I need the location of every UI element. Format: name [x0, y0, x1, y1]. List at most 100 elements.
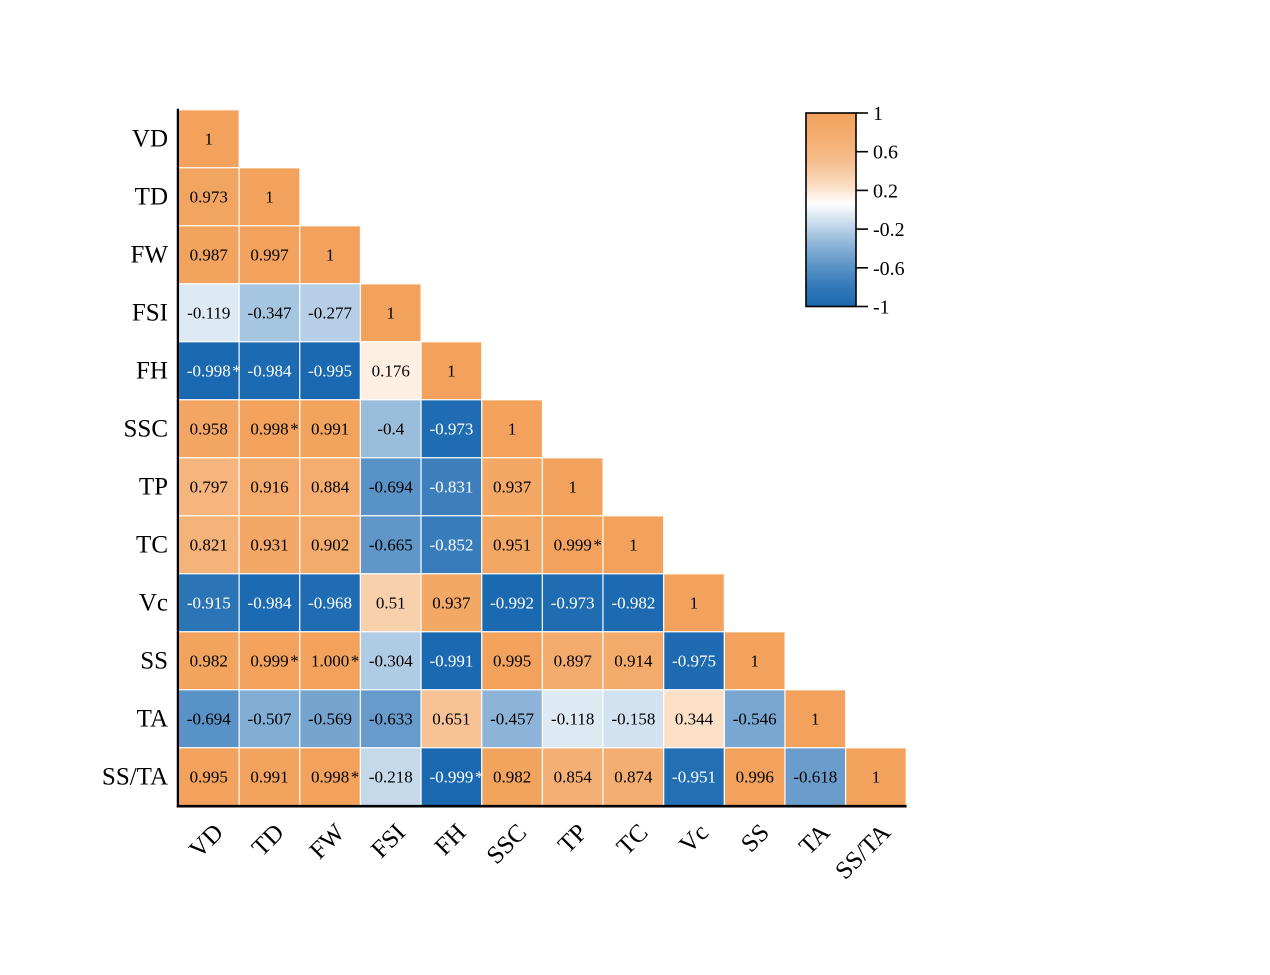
svg-text:-0.569: -0.569	[308, 709, 352, 728]
svg-text:0.995: 0.995	[190, 767, 228, 786]
svg-text:-0.999: -0.999	[429, 767, 473, 786]
svg-text:0.914: 0.914	[614, 651, 653, 670]
svg-text:0.958: 0.958	[190, 419, 228, 438]
svg-text:0.6: 0.6	[873, 142, 898, 164]
svg-text:0.999: 0.999	[250, 651, 288, 670]
svg-text:-0.2: -0.2	[873, 219, 905, 241]
svg-text:0.937: 0.937	[493, 477, 532, 496]
svg-text:0.344: 0.344	[675, 709, 714, 728]
svg-text:-0.457: -0.457	[490, 709, 534, 728]
svg-text:0.997: 0.997	[250, 245, 289, 264]
svg-text:-0.347: -0.347	[248, 303, 292, 322]
svg-text:1: 1	[508, 419, 517, 438]
svg-text:0.982: 0.982	[493, 767, 531, 786]
svg-text:1: 1	[811, 709, 820, 728]
svg-text:1: 1	[750, 651, 759, 670]
svg-text:0.916: 0.916	[250, 477, 288, 496]
svg-text:-0.694: -0.694	[187, 709, 231, 728]
svg-text:VD: VD	[132, 125, 168, 152]
svg-text:SS: SS	[140, 647, 168, 674]
svg-text:0.854: 0.854	[554, 767, 593, 786]
svg-text:-0.975: -0.975	[672, 651, 716, 670]
svg-text:-0.831: -0.831	[429, 477, 473, 496]
svg-text:0.884: 0.884	[311, 477, 350, 496]
svg-text:0.973: 0.973	[190, 187, 228, 206]
svg-text:1: 1	[872, 767, 881, 786]
svg-text:-0.995: -0.995	[308, 361, 352, 380]
svg-text:-0.4: -0.4	[377, 419, 404, 438]
svg-text:-0.218: -0.218	[369, 767, 413, 786]
svg-text:1: 1	[326, 245, 335, 264]
svg-text:*: *	[351, 767, 360, 786]
svg-text:0.991: 0.991	[311, 419, 349, 438]
svg-text:*: *	[351, 651, 360, 670]
svg-text:0.995: 0.995	[493, 651, 531, 670]
svg-text:0.991: 0.991	[250, 767, 288, 786]
svg-text:1: 1	[265, 187, 274, 206]
svg-text:FH: FH	[136, 357, 168, 384]
svg-text:*: *	[290, 419, 299, 438]
svg-text:0.996: 0.996	[736, 767, 774, 786]
svg-text:1: 1	[873, 103, 883, 125]
svg-text:0.897: 0.897	[554, 651, 593, 670]
svg-text:0.2: 0.2	[873, 180, 898, 202]
svg-text:-0.546: -0.546	[733, 709, 777, 728]
svg-text:-0.507: -0.507	[248, 709, 292, 728]
svg-text:TP: TP	[139, 473, 168, 500]
svg-text:-0.6: -0.6	[873, 258, 905, 280]
svg-text:0.902: 0.902	[311, 535, 349, 554]
svg-text:1: 1	[387, 303, 396, 322]
svg-text:FSI: FSI	[132, 299, 168, 326]
svg-text:SSC: SSC	[124, 415, 168, 442]
svg-text:-1: -1	[873, 297, 890, 319]
svg-text:-0.984: -0.984	[248, 593, 292, 612]
svg-text:*: *	[232, 361, 241, 380]
svg-text:0.931: 0.931	[250, 535, 288, 554]
svg-text:-0.984: -0.984	[248, 361, 292, 380]
svg-text:Vc: Vc	[139, 589, 168, 616]
svg-text:1: 1	[690, 593, 699, 612]
svg-text:-0.973: -0.973	[429, 419, 473, 438]
svg-text:1: 1	[205, 129, 214, 148]
svg-text:-0.304: -0.304	[369, 651, 413, 670]
svg-text:0.937: 0.937	[432, 593, 471, 612]
svg-text:0.176: 0.176	[372, 361, 410, 380]
svg-text:0.874: 0.874	[614, 767, 653, 786]
svg-text:1: 1	[568, 477, 577, 496]
svg-text:-0.119: -0.119	[187, 303, 230, 322]
svg-text:-0.915: -0.915	[187, 593, 231, 612]
svg-text:0.951: 0.951	[493, 535, 531, 554]
svg-text:-0.992: -0.992	[490, 593, 534, 612]
svg-text:*: *	[475, 767, 484, 786]
svg-text:SS/TA: SS/TA	[102, 763, 168, 790]
svg-text:-0.998: -0.998	[187, 361, 231, 380]
svg-text:-0.665: -0.665	[369, 535, 413, 554]
svg-text:0.987: 0.987	[190, 245, 229, 264]
svg-text:FW: FW	[131, 241, 169, 268]
svg-text:-0.991: -0.991	[429, 651, 473, 670]
svg-text:TC: TC	[136, 531, 168, 558]
svg-text:-0.618: -0.618	[793, 767, 837, 786]
svg-text:0.797: 0.797	[190, 477, 229, 496]
svg-text:-0.633: -0.633	[369, 709, 413, 728]
svg-text:-0.973: -0.973	[551, 593, 595, 612]
svg-text:-0.968: -0.968	[308, 593, 352, 612]
svg-text:0.982: 0.982	[190, 651, 228, 670]
svg-text:-0.277: -0.277	[308, 303, 352, 322]
svg-text:-0.694: -0.694	[369, 477, 413, 496]
svg-text:-0.852: -0.852	[429, 535, 473, 554]
svg-text:-0.158: -0.158	[611, 709, 655, 728]
svg-text:0.51: 0.51	[376, 593, 406, 612]
svg-text:TA: TA	[137, 705, 168, 732]
svg-text:TD: TD	[135, 183, 168, 210]
svg-text:-0.951: -0.951	[672, 767, 716, 786]
svg-text:1: 1	[447, 361, 456, 380]
svg-text:*: *	[290, 651, 299, 670]
svg-text:*: *	[593, 535, 602, 554]
svg-text:0.651: 0.651	[432, 709, 470, 728]
svg-text:-0.118: -0.118	[551, 709, 594, 728]
svg-text:0.821: 0.821	[190, 535, 228, 554]
svg-text:0.999: 0.999	[554, 535, 592, 554]
svg-text:0.998: 0.998	[311, 767, 349, 786]
svg-text:0.998: 0.998	[250, 419, 288, 438]
